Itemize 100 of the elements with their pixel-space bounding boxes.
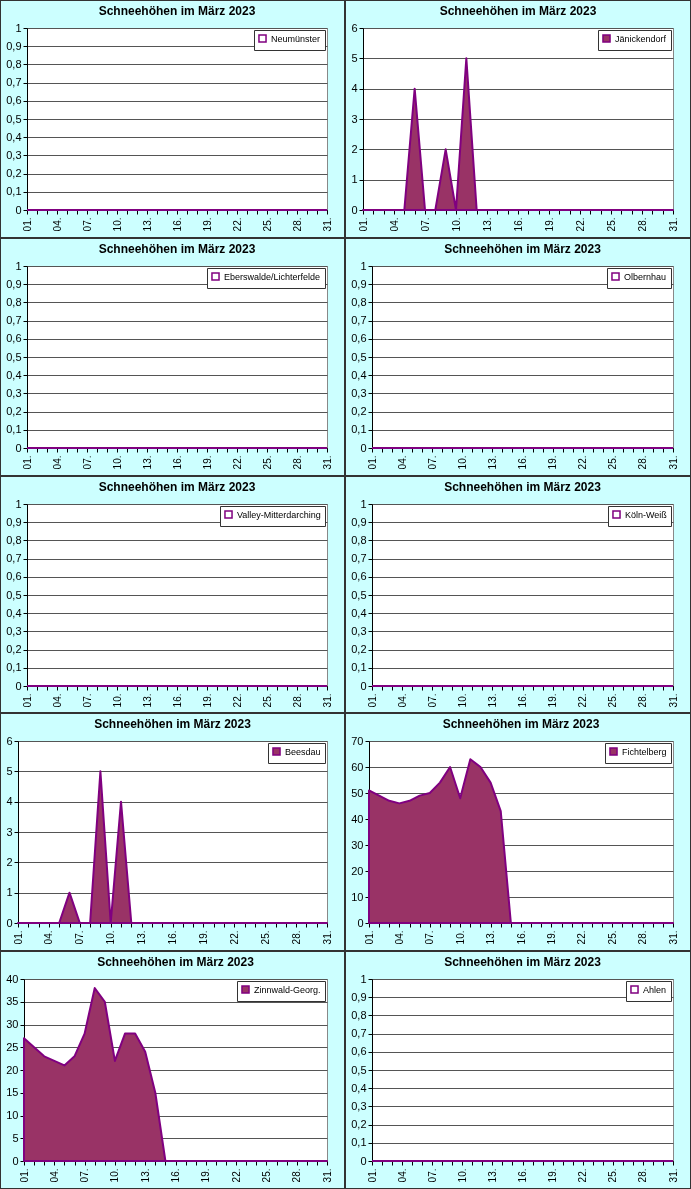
x-tick-label: 31. [321, 930, 333, 945]
y-tick-label: 1 [15, 259, 22, 272]
y-tick-label: 0,9 [6, 515, 22, 528]
x-tick-label: 01. [18, 1168, 30, 1183]
x-tick-label: 13. [141, 217, 153, 232]
y-tick-label: 3 [351, 112, 358, 125]
y-tick-label: 0,7 [351, 1027, 367, 1040]
x-tick-label: 31. [321, 455, 333, 470]
y-tick-label: 3 [6, 825, 13, 838]
y-tick-label: 2 [6, 856, 13, 869]
y-tick-label: 5 [351, 51, 358, 64]
y-tick-label: 6 [6, 734, 13, 747]
y-tick-label: 30 [351, 838, 364, 851]
y-tick-label: 0 [360, 679, 367, 692]
x-tick-label: 16. [171, 217, 183, 232]
x-tick-label: 22. [231, 693, 243, 707]
x-tick-label: 28. [291, 455, 303, 470]
x-tick-label: 25. [260, 1168, 272, 1183]
chart-title: Schneehöhen im März 2023 [94, 717, 252, 732]
x-tick-label: 04. [48, 1168, 60, 1183]
y-tick-label: 0,1 [351, 660, 367, 673]
y-tick-label: 0,9 [351, 515, 367, 528]
y-tick-label: 0,7 [6, 76, 22, 89]
x-tick-label: 31. [321, 693, 333, 707]
y-tick-label: 0 [15, 441, 22, 454]
y-tick-label: 0,3 [6, 386, 22, 399]
x-tick-label: 04. [51, 693, 63, 707]
x-tick-label: 22. [577, 693, 589, 707]
x-tick-label: 19. [201, 693, 213, 707]
x-tick-label: 25. [607, 1168, 619, 1183]
y-tick-label: 0,2 [6, 167, 22, 180]
x-tick-label: 28. [637, 1168, 649, 1183]
x-tick-label: 10. [456, 1168, 468, 1183]
y-tick-label: 0 [360, 1154, 367, 1167]
x-tick-label: 16. [512, 217, 524, 232]
y-tick-label: 0,3 [6, 148, 22, 161]
y-tick-label: 0,5 [6, 350, 22, 363]
legend-label: Ahlen [643, 984, 667, 995]
y-tick-label: 0,5 [351, 1063, 367, 1076]
y-tick-label: 70 [351, 734, 364, 747]
x-tick-label: 22. [230, 1168, 242, 1183]
y-tick-label: 1 [15, 497, 22, 510]
x-tick-label: 22. [228, 930, 240, 945]
y-tick-label: 0,3 [6, 624, 22, 637]
x-tick-label: 01. [21, 217, 33, 232]
y-tick-label: 15 [6, 1086, 19, 1099]
y-tick-label: 0,2 [6, 404, 22, 417]
y-tick-label: 20 [351, 864, 364, 877]
x-tick-label: 13. [485, 930, 497, 945]
legend-label: Olbernhau [624, 271, 667, 282]
chart-title: Schneehöhen im März 2023 [98, 4, 256, 18]
y-tick-label: 0,9 [351, 277, 367, 290]
x-tick-label: 01. [21, 693, 33, 707]
y-tick-label: 10 [351, 890, 364, 903]
x-tick-label: 10. [450, 217, 462, 232]
x-tick-label: 13. [486, 455, 498, 470]
legend-label: Jänickendorf [615, 33, 667, 44]
y-tick-label: 0,7 [6, 313, 22, 326]
x-tick-label: 13. [486, 693, 498, 707]
x-tick-label: 01. [357, 217, 369, 232]
y-tick-label: 0,8 [6, 57, 22, 70]
x-tick-label: 07. [74, 930, 86, 945]
legend-label: Valley-Mitterdarching [237, 509, 321, 520]
y-tick-label: 30 [6, 1018, 19, 1031]
x-tick-label: 19. [543, 217, 555, 232]
x-tick-label: 13. [481, 217, 493, 232]
y-tick-label: 0,6 [351, 569, 367, 582]
y-tick-label: 0,1 [6, 185, 22, 198]
x-tick-label: 31. [667, 693, 679, 707]
x-tick-label: 01. [366, 455, 378, 470]
x-tick-label: 16. [517, 455, 528, 470]
x-tick-label: 10. [456, 693, 468, 707]
y-tick-label: 10 [6, 1109, 19, 1122]
x-tick-label: 22. [577, 1168, 589, 1183]
x-tick-label: 04. [393, 930, 405, 945]
x-tick-label: 01. [21, 455, 33, 470]
y-tick-label: 0,3 [351, 386, 367, 399]
legend-label: Fichtelberg [622, 746, 667, 757]
y-tick-label: 0 [351, 203, 358, 216]
x-tick-label: 31. [321, 217, 333, 232]
x-tick-label: 13. [141, 455, 153, 470]
x-tick-label: 07. [426, 1168, 438, 1183]
y-tick-label: 0,8 [351, 533, 367, 546]
x-tick-label: 25. [606, 930, 618, 945]
y-tick-label: 0,4 [6, 606, 22, 619]
x-tick-label: 07. [426, 693, 438, 707]
x-tick-label: 13. [136, 930, 148, 945]
x-tick-label: 10. [111, 217, 123, 232]
y-tick-label: 1 [360, 497, 367, 510]
x-tick-label: 19. [197, 930, 209, 945]
x-tick-label: 16. [515, 930, 527, 945]
x-tick-label: 13. [486, 1168, 498, 1183]
x-tick-label: 01. [366, 1168, 378, 1183]
y-tick-label: 0,9 [6, 39, 22, 52]
chart-title: Schneehöhen im März 2023 [442, 717, 600, 732]
y-tick-label: 50 [351, 786, 364, 799]
y-tick-label: 4 [351, 82, 358, 95]
y-tick-label: 0,4 [351, 1081, 367, 1094]
x-tick-label: 01. [12, 930, 24, 945]
y-tick-label: 40 [351, 812, 364, 825]
